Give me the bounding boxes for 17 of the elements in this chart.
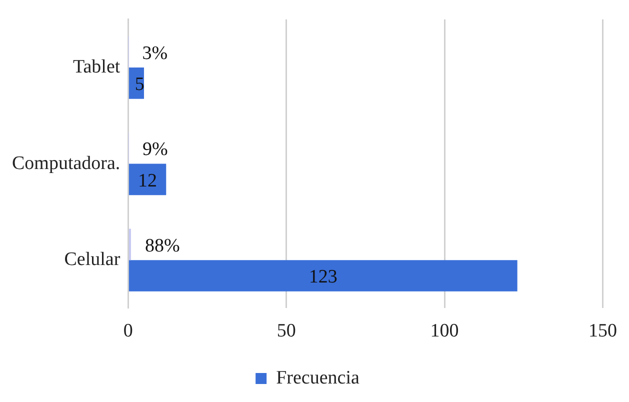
x-tick-label: 0 [123,320,133,342]
bar [128,164,166,196]
x-tick-label: 100 [430,320,459,342]
y-tick-label: Computadora. [12,152,120,174]
bar [128,68,144,99]
data-label: 123 [308,266,338,288]
data-label: 9% [142,139,168,160]
legend-label: Frecuencia [276,367,360,388]
bar [128,260,518,292]
x-tick-label: 150 [588,320,617,342]
y-tick-label: Tablet [72,56,121,78]
data-label: 5 [134,74,144,96]
x-tick-label: 50 [276,320,296,342]
data-label: 3% [142,42,168,64]
y-tick-label: Celular [64,249,121,270]
data-label: 12 [138,170,158,192]
data-label: 88% [144,235,180,256]
